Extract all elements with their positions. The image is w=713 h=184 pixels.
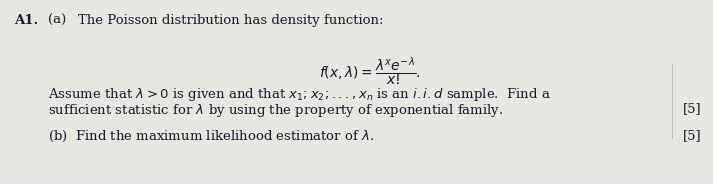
Text: (a): (a) [48,14,66,27]
Text: sufficient statistic for $\lambda$ by using the property of exponential family.: sufficient statistic for $\lambda$ by us… [48,102,503,119]
Text: [5]: [5] [683,102,702,115]
Text: [5]: [5] [683,129,702,142]
Text: The Poisson distribution has density function:: The Poisson distribution has density fun… [78,14,384,27]
Text: $f(x, \lambda) = \dfrac{\lambda^x e^{-\lambda}}{x!}.$: $f(x, \lambda) = \dfrac{\lambda^x e^{-\l… [319,56,421,88]
Text: Assume that $\lambda > 0$ is given and that $x_1; x_2; ..., x_n$ is an $i.i.d$ s: Assume that $\lambda > 0$ is given and t… [48,86,550,103]
Text: A1.: A1. [14,14,39,27]
Text: (b)  Find the maximum likelihood estimator of $\lambda$.: (b) Find the maximum likelihood estimato… [48,129,374,144]
